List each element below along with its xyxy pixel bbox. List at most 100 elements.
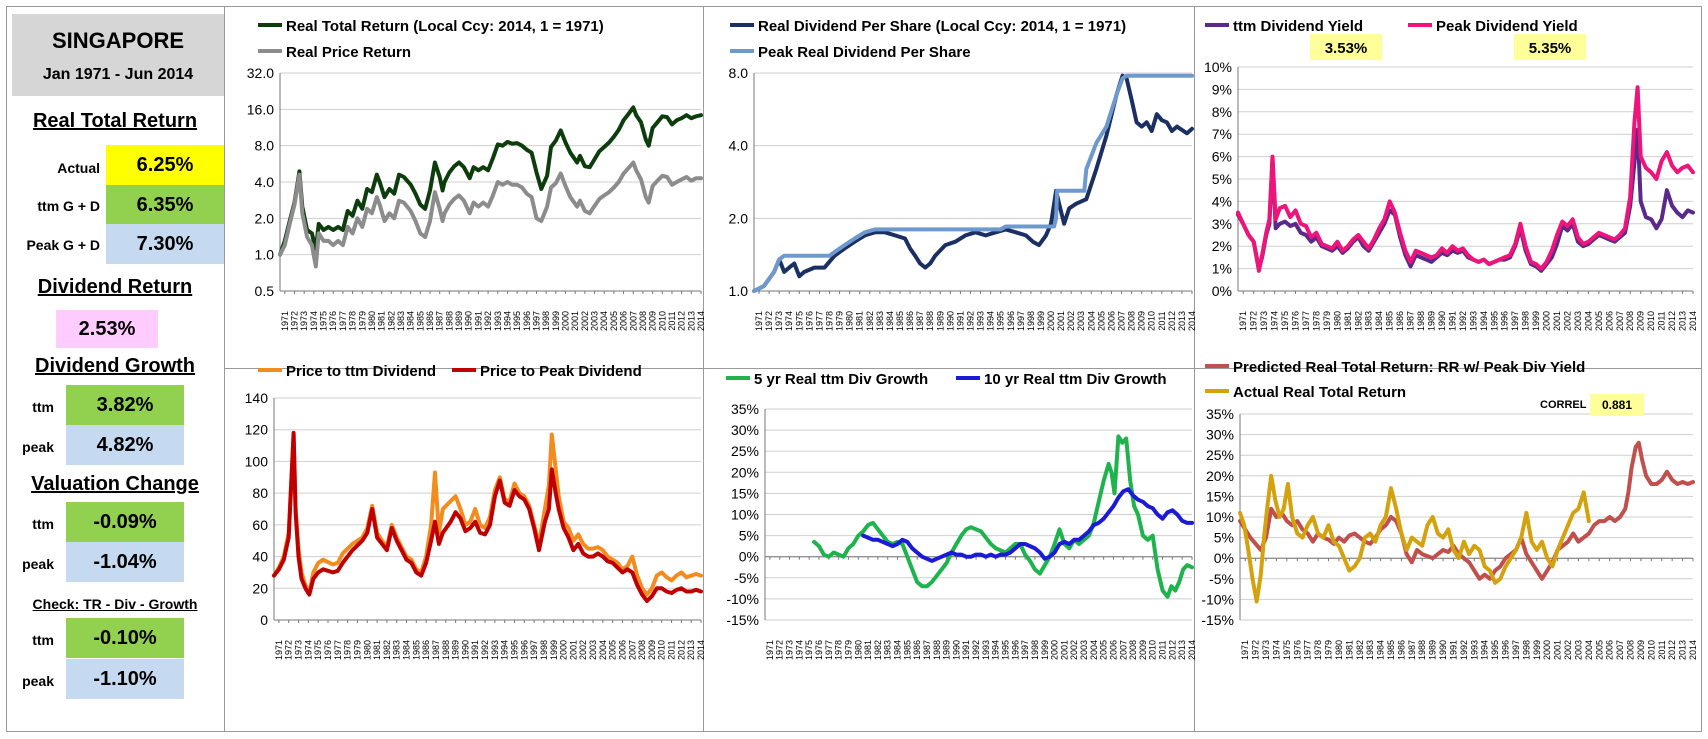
x-tick-label: 1984 xyxy=(893,640,903,660)
x-tick-label: 1990 xyxy=(464,311,474,331)
x-tick-label: 1977 xyxy=(814,311,824,331)
x-tick-label: 2013 xyxy=(1678,640,1688,660)
x-tick-label: 1990 xyxy=(1437,311,1447,331)
x-tick-label: 1971 xyxy=(754,311,764,331)
x-tick-label: 1988 xyxy=(932,640,942,660)
dividend-return-heading: Dividend Return xyxy=(37,276,193,298)
x-tick-label: 2001 xyxy=(570,311,580,331)
x-tick-label: 1985 xyxy=(411,640,421,660)
x-tick-label: 1982 xyxy=(386,311,396,331)
x-tick-label: 1996 xyxy=(1501,640,1511,660)
y-tick-label: 1.0 xyxy=(255,247,275,263)
x-tick-label: 2003 xyxy=(590,311,600,331)
x-tick-label: 1981 xyxy=(1343,311,1353,331)
c1-series-line-1 xyxy=(278,160,703,269)
x-tick-label: 1987 xyxy=(1407,640,1417,660)
x-tick-label: 1991 xyxy=(473,311,483,331)
y-tick-label: 2.0 xyxy=(255,210,275,226)
x-tick-label: 2012 xyxy=(1167,640,1177,660)
x-tick-label: 2009 xyxy=(647,640,657,660)
y-tick-label: 25% xyxy=(1206,447,1234,463)
x-tick-label: 1982 xyxy=(1353,311,1363,331)
x-tick-label: 1971 xyxy=(765,640,775,660)
x-tick-label: 1976 xyxy=(814,640,824,660)
x-tick-label: 2001 xyxy=(1059,640,1069,660)
x-tick-label: 1971 xyxy=(1238,311,1248,331)
x-tick-label: 2004 xyxy=(1089,640,1099,660)
x-tick-label: 1980 xyxy=(367,311,377,331)
x-tick-label: 1992 xyxy=(480,640,490,660)
x-tick-label: 2008 xyxy=(1127,311,1137,331)
y-tick-label: 1% xyxy=(1212,261,1232,277)
x-tick-label: 1979 xyxy=(835,311,845,331)
x-tick-label: 1979 xyxy=(352,640,362,660)
x-tick-label: 1997 xyxy=(1511,640,1521,660)
y-tick-label: 16.0 xyxy=(247,101,274,117)
x-tick-label: 1995 xyxy=(512,311,522,331)
x-tick-label: 1998 xyxy=(1030,640,1040,660)
x-tick-label: 1986 xyxy=(1395,311,1405,331)
x-tick-label: 2010 xyxy=(1646,640,1656,660)
x-tick-label: 2007 xyxy=(627,640,637,660)
c4-series-line-1 xyxy=(272,430,703,603)
x-tick-label: 1989 xyxy=(451,640,461,660)
dg-ttm-label: ttm xyxy=(32,399,54,415)
legend-label: Real Price Return xyxy=(286,44,411,61)
x-tick-label: 2012 xyxy=(1167,311,1177,331)
y-tick-label: -15% xyxy=(726,612,759,628)
x-tick-label: 1980 xyxy=(845,311,855,331)
x-tick-label: 1983 xyxy=(396,311,406,331)
x-tick-label: 1974 xyxy=(1270,311,1280,331)
x-tick-label: 1998 xyxy=(1521,640,1531,660)
dg-peak-label: peak xyxy=(22,439,54,455)
x-tick-label: 2002 xyxy=(1066,311,1076,331)
x-tick-label: 2001 xyxy=(1552,311,1562,331)
x-tick-label: 2006 xyxy=(1605,640,1615,660)
x-tick-label: 1989 xyxy=(942,640,952,660)
x-tick-label: 1973 xyxy=(785,640,795,660)
x-tick-label: 2006 xyxy=(617,640,627,660)
x-tick-label: 2009 xyxy=(1636,311,1646,331)
title-box: SINGAPORE Jan 1971 - Jun 2014 xyxy=(12,14,224,96)
x-tick-label: 1976 xyxy=(328,311,338,331)
x-tick-label: 1989 xyxy=(454,311,464,331)
y-tick-label: 30% xyxy=(1206,427,1234,443)
x-tick-label: 1999 xyxy=(1036,311,1046,331)
x-tick-label: 1971 xyxy=(1240,640,1250,660)
x-tick-label: 1983 xyxy=(875,311,885,331)
check-heading: Check: TR - Div - Growth xyxy=(32,596,198,612)
x-tick-label: 2000 xyxy=(1046,311,1056,331)
summary-panel: SINGAPORE Jan 1971 - Jun 2014 Real Total… xyxy=(6,6,224,732)
x-tick-label: 1978 xyxy=(348,311,358,331)
y-tick-label: 0.5 xyxy=(255,283,275,299)
x-tick-label: 2001 xyxy=(568,640,578,660)
y-tick-label: 9% xyxy=(1212,81,1232,97)
x-tick-label: 2003 xyxy=(1079,640,1089,660)
legend-label: Predicted Real Total Return: RR w/ Peak … xyxy=(1233,359,1585,376)
x-tick-label: 1976 xyxy=(323,640,333,660)
x-tick-label: 2010 xyxy=(1148,640,1158,660)
x-tick-label: 1976 xyxy=(1291,311,1301,331)
x-tick-label: 2010 xyxy=(1646,311,1656,331)
y-tick-label: -10% xyxy=(726,591,759,607)
c6-chart: -15%-10%-5%0%5%10%15%20%25%30%35%1971 197… xyxy=(1201,359,1698,660)
x-tick-label: 1996 xyxy=(1006,311,1016,331)
check-ttm-label: ttm xyxy=(32,632,54,648)
x-tick-label: 1978 xyxy=(825,311,835,331)
x-tick-label: 2009 xyxy=(1636,640,1646,660)
x-tick-label: 1990 xyxy=(460,640,470,660)
legend-label: Price to Peak Dividend xyxy=(480,363,642,380)
x-tick-label: 2003 xyxy=(1573,640,1583,660)
x-tick-label: 1988 xyxy=(925,311,935,331)
x-tick-label: 2014 xyxy=(696,640,706,660)
x-tick-label: 1993 xyxy=(1469,640,1479,660)
x-tick-label: 1985 xyxy=(415,311,425,331)
legend-label: Peak Dividend Yield xyxy=(1436,18,1578,35)
x-tick-label: 1975 xyxy=(794,311,804,331)
dividend-growth-heading: Dividend Growth xyxy=(35,355,195,377)
x-tick-label: 1987 xyxy=(1406,311,1416,331)
x-tick-label: 1982 xyxy=(382,640,392,660)
x-tick-label: 1981 xyxy=(855,311,865,331)
x-tick-label: 1988 xyxy=(444,311,454,331)
